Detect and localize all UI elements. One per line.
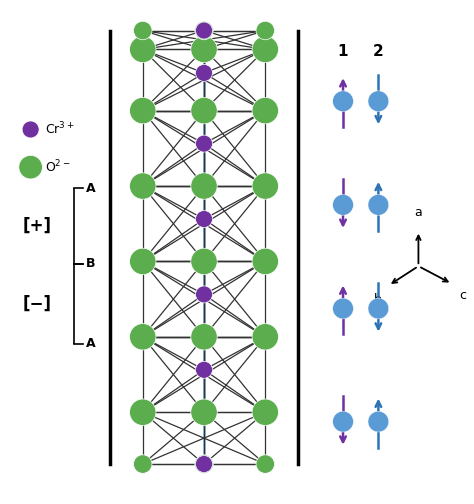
Circle shape (195, 455, 213, 473)
Circle shape (191, 36, 217, 62)
Circle shape (256, 455, 274, 473)
Text: 1: 1 (338, 44, 348, 59)
Circle shape (256, 21, 274, 40)
Text: c: c (459, 288, 466, 301)
Circle shape (333, 195, 354, 215)
Circle shape (129, 97, 156, 124)
Circle shape (129, 248, 156, 275)
Circle shape (252, 324, 278, 350)
Text: A: A (86, 182, 96, 195)
Circle shape (333, 298, 354, 319)
Circle shape (196, 361, 212, 379)
Text: [+]: [+] (22, 217, 51, 235)
Circle shape (196, 22, 212, 39)
Circle shape (129, 324, 156, 350)
Circle shape (134, 21, 152, 40)
Text: O$^{2-}$: O$^{2-}$ (45, 159, 70, 175)
Circle shape (191, 97, 217, 124)
Circle shape (191, 399, 217, 425)
Circle shape (196, 286, 212, 303)
Circle shape (191, 173, 217, 199)
Circle shape (252, 97, 278, 124)
Circle shape (368, 298, 389, 319)
Circle shape (368, 411, 389, 432)
Circle shape (196, 456, 212, 473)
Text: b: b (374, 293, 381, 305)
Circle shape (252, 36, 278, 62)
Circle shape (196, 135, 212, 152)
Text: 2: 2 (373, 44, 384, 59)
Text: Cr$^{3+}$: Cr$^{3+}$ (45, 121, 74, 138)
Circle shape (134, 455, 152, 473)
Circle shape (19, 155, 42, 179)
Circle shape (252, 248, 278, 275)
Circle shape (191, 248, 217, 275)
Text: A: A (86, 337, 96, 350)
Circle shape (196, 65, 212, 82)
Circle shape (191, 324, 217, 350)
Circle shape (368, 91, 389, 111)
Circle shape (195, 21, 213, 40)
Circle shape (129, 173, 156, 199)
Circle shape (333, 411, 354, 432)
Circle shape (333, 91, 354, 111)
Text: a: a (415, 206, 422, 219)
Circle shape (368, 195, 389, 215)
Circle shape (196, 211, 212, 227)
Text: B: B (86, 257, 96, 270)
Circle shape (129, 399, 156, 425)
Circle shape (252, 399, 278, 425)
Circle shape (129, 36, 156, 62)
Text: [−]: [−] (22, 295, 51, 313)
Circle shape (252, 173, 278, 199)
Circle shape (22, 121, 39, 138)
